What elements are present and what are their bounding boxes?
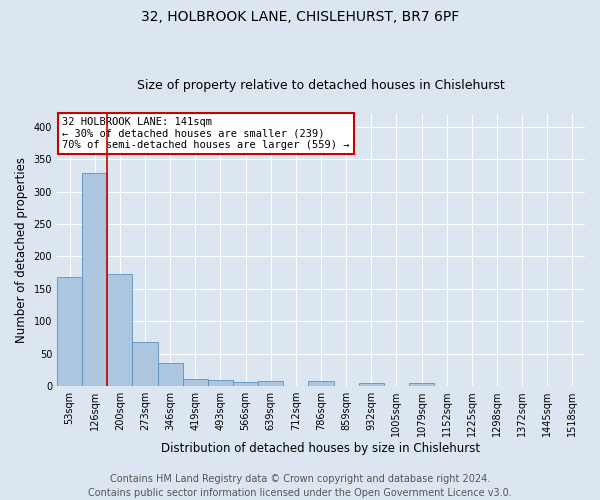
Bar bbox=[158, 364, 183, 386]
Bar bbox=[107, 274, 133, 386]
Text: 32 HOLBROOK LANE: 141sqm
← 30% of detached houses are smaller (239)
70% of semi-: 32 HOLBROOK LANE: 141sqm ← 30% of detach… bbox=[62, 116, 350, 150]
X-axis label: Distribution of detached houses by size in Chislehurst: Distribution of detached houses by size … bbox=[161, 442, 481, 455]
Text: 32, HOLBROOK LANE, CHISLEHURST, BR7 6PF: 32, HOLBROOK LANE, CHISLEHURST, BR7 6PF bbox=[141, 10, 459, 24]
Bar bbox=[133, 342, 158, 386]
Bar bbox=[308, 381, 334, 386]
Y-axis label: Number of detached properties: Number of detached properties bbox=[15, 157, 28, 343]
Text: Contains HM Land Registry data © Crown copyright and database right 2024.
Contai: Contains HM Land Registry data © Crown c… bbox=[88, 474, 512, 498]
Bar bbox=[359, 384, 384, 386]
Bar bbox=[409, 382, 434, 386]
Bar bbox=[258, 382, 283, 386]
Bar bbox=[183, 379, 208, 386]
Bar bbox=[233, 382, 258, 386]
Title: Size of property relative to detached houses in Chislehurst: Size of property relative to detached ho… bbox=[137, 79, 505, 92]
Bar bbox=[57, 277, 82, 386]
Bar bbox=[208, 380, 233, 386]
Bar bbox=[82, 173, 107, 386]
